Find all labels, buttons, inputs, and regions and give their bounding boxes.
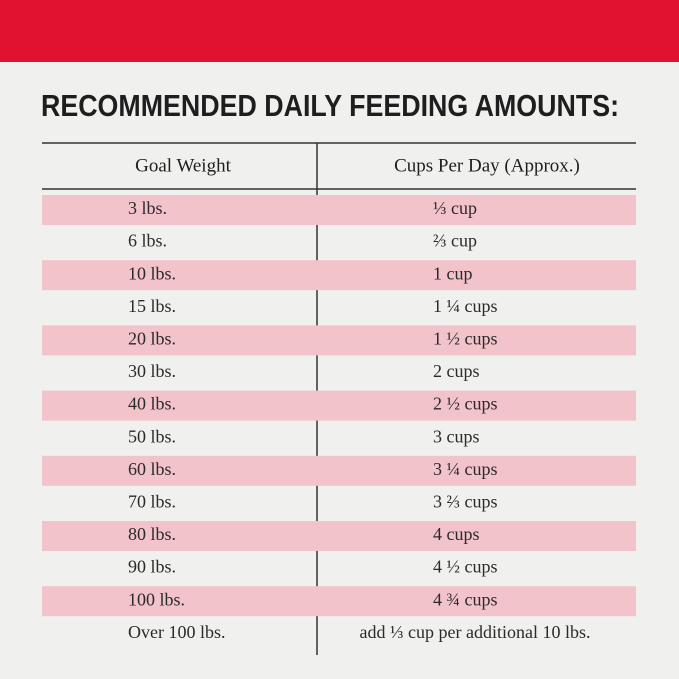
row-stripe xyxy=(42,586,636,617)
row-stripe xyxy=(42,195,636,225)
row-stripe xyxy=(42,390,636,421)
weight-cell: 70 lbs. xyxy=(128,492,176,512)
column-header: Goal Weight xyxy=(135,155,231,176)
cups-cell: 1 ¼ cups xyxy=(433,296,498,316)
row-stripe xyxy=(42,260,636,291)
weight-cell: 40 lbs. xyxy=(128,394,176,414)
cups-cell: 3 ¼ cups xyxy=(433,459,498,479)
cups-cell: 1 cup xyxy=(433,263,473,283)
weight-cell: 100 lbs. xyxy=(128,589,185,609)
cups-cell: 4 cups xyxy=(433,524,480,544)
cups-cell: 3 cups xyxy=(433,426,480,446)
red-band xyxy=(0,0,679,62)
weight-cell: 60 lbs. xyxy=(128,459,176,479)
cups-cell: ⅔ cup xyxy=(433,231,477,251)
weight-cell: 90 lbs. xyxy=(128,557,176,577)
cups-cell: 3 ⅔ cups xyxy=(433,492,498,512)
weight-cell: 20 lbs. xyxy=(128,329,176,349)
weight-cell: 15 lbs. xyxy=(128,296,176,316)
weight-cell: 6 lbs. xyxy=(128,231,167,251)
cups-cell: 2 ½ cups xyxy=(433,394,498,414)
title: RECOMMENDED DAILY FEEDING AMOUNTS: xyxy=(41,88,619,123)
cups-cell: 1 ½ cups xyxy=(433,329,498,349)
weight-cell: Over 100 lbs. xyxy=(128,622,226,642)
row-stripe xyxy=(42,521,636,551)
cups-cell: 2 cups xyxy=(433,361,480,381)
cups-cell: ⅓ cup xyxy=(433,198,477,218)
weight-cell: 30 lbs. xyxy=(128,361,176,381)
cups-cell: 4 ¾ cups xyxy=(433,589,498,609)
column-header: Cups Per Day (Approx.) xyxy=(394,155,580,176)
cups-cell: 4 ½ cups xyxy=(433,557,498,577)
cups-cell: add ⅓ cup per additional 10 lbs. xyxy=(360,622,591,642)
weight-cell: 80 lbs. xyxy=(128,524,176,544)
weight-cell: 10 lbs. xyxy=(128,263,176,283)
weight-cell: 3 lbs. xyxy=(128,198,167,218)
row-stripe xyxy=(42,455,636,486)
row-stripe xyxy=(42,325,636,356)
weight-cell: 50 lbs. xyxy=(128,426,176,446)
